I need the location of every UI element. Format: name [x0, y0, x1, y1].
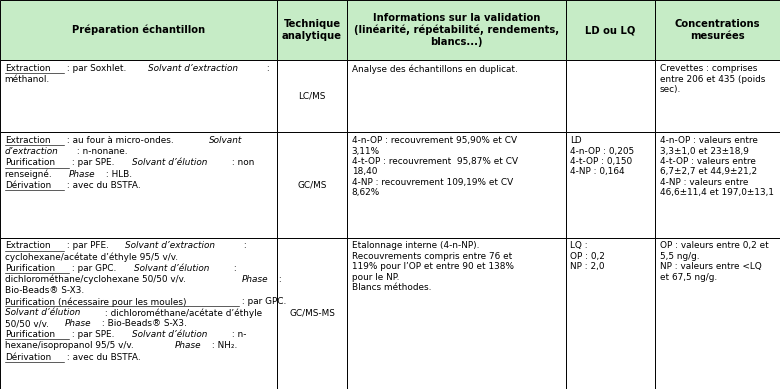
Text: Solvant d’élution: Solvant d’élution: [5, 308, 80, 317]
Text: : non: : non: [229, 158, 254, 167]
Bar: [566, 132, 655, 238]
Bar: [347, 0, 566, 60]
Bar: [566, 238, 655, 389]
Text: hexane/isopropanol 95/5 v/v.: hexane/isopropanol 95/5 v/v.: [5, 342, 136, 350]
Text: : NH₂.: : NH₂.: [209, 342, 237, 350]
Text: Préparation échantillon: Préparation échantillon: [72, 25, 205, 35]
Text: Phase: Phase: [65, 319, 91, 328]
Text: Solvant d’élution: Solvant d’élution: [132, 158, 207, 167]
Text: Technique
analytique: Technique analytique: [282, 19, 342, 41]
Text: Purification: Purification: [5, 264, 55, 273]
Text: :: :: [264, 64, 269, 73]
Bar: [0, 0, 277, 60]
Text: d’extraction: d’extraction: [5, 147, 58, 156]
Text: Bio-Beads® S-X3.: Bio-Beads® S-X3.: [5, 286, 83, 295]
Text: LQ :
OP : 0,2
NP : 2,0: LQ : OP : 0,2 NP : 2,0: [570, 242, 605, 271]
Text: Informations sur la validation
(linéarité, répétabilité, rendements,
blancs...): Informations sur la validation (linéarit…: [354, 13, 558, 47]
Bar: [0, 132, 277, 238]
Text: Phase: Phase: [175, 342, 201, 350]
Bar: [277, 238, 347, 389]
Text: GC/MS: GC/MS: [297, 180, 327, 189]
Text: Purification (nécessaire pour les moules): Purification (nécessaire pour les moules…: [5, 297, 186, 307]
Text: Analyse des échantillons en duplicat.: Analyse des échantillons en duplicat.: [352, 64, 518, 74]
Bar: [0, 238, 277, 389]
Text: 4-n-OP : recouvrement 95,90% et CV
3,11%
4-t-OP : recouvrement  95,87% et CV
18,: 4-n-OP : recouvrement 95,90% et CV 3,11%…: [352, 136, 518, 197]
Bar: [655, 60, 780, 132]
Text: dichlorométhane/cyclohexane 50/50 v/v.: dichlorométhane/cyclohexane 50/50 v/v.: [5, 275, 189, 284]
Text: Purification: Purification: [5, 158, 55, 167]
Text: GC/MS-MS: GC/MS-MS: [289, 309, 335, 318]
Text: Concentrations
mesurées: Concentrations mesurées: [675, 19, 760, 41]
Text: : par SPE.: : par SPE.: [69, 330, 118, 339]
Text: : par SPE.: : par SPE.: [69, 158, 118, 167]
Text: : n-nonane.: : n-nonane.: [74, 147, 128, 156]
Text: Extraction: Extraction: [5, 242, 50, 251]
Bar: [655, 0, 780, 60]
Text: Dérivation: Dérivation: [5, 180, 51, 190]
Bar: [277, 132, 347, 238]
Text: Purification: Purification: [5, 330, 55, 339]
Text: Solvant d’extraction: Solvant d’extraction: [125, 242, 215, 251]
Text: : par GPC.: : par GPC.: [69, 264, 119, 273]
Text: :: :: [276, 275, 282, 284]
Bar: [566, 60, 655, 132]
Text: Etalonnage interne (4-n-NP).
Recouvrements compris entre 76 et
119% pour l’OP et: Etalonnage interne (4-n-NP). Recouvremen…: [352, 242, 514, 292]
Text: cyclohexane/acétate d’éthyle 95/5 v/v.: cyclohexane/acétate d’éthyle 95/5 v/v.: [5, 252, 178, 262]
Text: : avec du BSTFA.: : avec du BSTFA.: [65, 352, 141, 361]
Text: Crevettes : comprises
entre 206 et 435 (poids
sec).: Crevettes : comprises entre 206 et 435 (…: [660, 64, 765, 94]
Text: Solvant d’élution: Solvant d’élution: [132, 330, 207, 339]
Text: Phase: Phase: [242, 275, 268, 284]
Text: : par GPC.: : par GPC.: [239, 297, 286, 306]
Text: méthanol.: méthanol.: [5, 75, 50, 84]
Text: Dérivation: Dérivation: [5, 352, 51, 361]
Bar: [655, 238, 780, 389]
Text: : dichlorométhane/acétate d’éthyle: : dichlorométhane/acétate d’éthyle: [102, 308, 262, 318]
Bar: [347, 132, 566, 238]
Text: Solvant d’élution: Solvant d’élution: [134, 264, 209, 273]
Bar: [347, 238, 566, 389]
Bar: [347, 60, 566, 132]
Text: : par Soxhlet.: : par Soxhlet.: [63, 64, 129, 73]
Text: : par PFE.: : par PFE.: [63, 242, 112, 251]
Text: Solvant: Solvant: [209, 136, 242, 145]
Bar: [566, 0, 655, 60]
Text: :: :: [232, 264, 237, 273]
Text: LC/MS: LC/MS: [298, 92, 326, 101]
Text: : avec du BSTFA.: : avec du BSTFA.: [65, 180, 141, 190]
Text: 50/50 v/v.: 50/50 v/v.: [5, 319, 51, 328]
Text: Phase: Phase: [69, 170, 95, 179]
Bar: [0, 60, 277, 132]
Text: LD
4-n-OP : 0,205
4-t-OP : 0,150
4-NP : 0,164: LD 4-n-OP : 0,205 4-t-OP : 0,150 4-NP : …: [570, 136, 634, 176]
Text: OP : valeurs entre 0,2 et
5,5 ng/g.
NP : valeurs entre <LQ
et 67,5 ng/g.: OP : valeurs entre 0,2 et 5,5 ng/g. NP :…: [660, 242, 768, 282]
Text: : n-: : n-: [229, 330, 246, 339]
Bar: [655, 132, 780, 238]
Text: 4-n-OP : valeurs entre
3,3±1,0 et 23±18,9
4-t-OP : valeurs entre
6,7±2,7 et 44,9: 4-n-OP : valeurs entre 3,3±1,0 et 23±18,…: [660, 136, 774, 197]
Text: Extraction: Extraction: [5, 136, 50, 145]
Bar: [277, 0, 347, 60]
Text: Solvant d’extraction: Solvant d’extraction: [147, 64, 238, 73]
Text: Extraction: Extraction: [5, 64, 50, 73]
Text: : Bio-Beads® S-X3.: : Bio-Beads® S-X3.: [99, 319, 187, 328]
Text: :: :: [241, 242, 247, 251]
Text: LD ou LQ: LD ou LQ: [585, 25, 636, 35]
Text: : au four à micro-ondes.: : au four à micro-ondes.: [63, 136, 176, 145]
Text: renseigné.: renseigné.: [5, 170, 54, 179]
Text: : HLB.: : HLB.: [103, 170, 132, 179]
Bar: [277, 60, 347, 132]
